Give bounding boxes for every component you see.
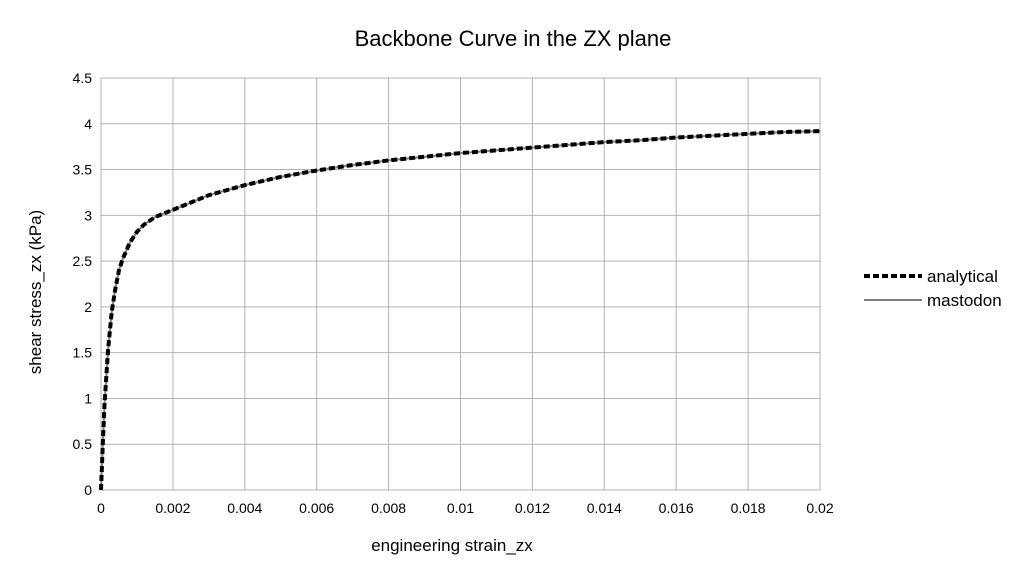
chart-title: Backbone Curve in the ZX plane (355, 26, 672, 51)
x-tick-label: 0 (97, 500, 105, 516)
y-axis-ticks: 0 0.5 1 1.5 2 2.5 3 3.5 4 4.5 (73, 70, 93, 498)
x-tick-label: 0.006 (299, 500, 334, 516)
legend-item-mastodon: mastodon (864, 291, 1002, 310)
y-tick-label: 4.5 (73, 70, 93, 86)
y-tick-label: 3 (84, 207, 92, 223)
y-tick-label: 1.5 (73, 345, 93, 361)
x-tick-label: 0.02 (806, 500, 833, 516)
y-tick-label: 0 (84, 482, 92, 498)
x-axis-ticks: 0 0.002 0.004 0.006 0.008 0.01 0.012 0.014 0.016… (97, 500, 834, 516)
y-tick-label: 2.5 (73, 253, 93, 269)
x-tick-label: 0.014 (587, 500, 622, 516)
x-tick-label: 0.004 (227, 500, 262, 516)
legend-label-mastodon: mastodon (927, 291, 1002, 310)
series-line-analytical (99, 129, 821, 491)
x-tick-label: 0.01 (447, 500, 474, 516)
x-tick-label: 0.016 (659, 500, 694, 516)
plot-area-border (100, 77, 821, 491)
legend-label-analytical: analytical (927, 267, 998, 286)
y-tick-label: 3.5 (73, 162, 93, 178)
x-tick-label: 0.002 (155, 500, 190, 516)
x-axis-label: engineering strain_zx (371, 536, 533, 555)
x-tick-label: 0.018 (731, 500, 766, 516)
legend-item-analytical: analytical (864, 267, 998, 286)
y-tick-label: 2 (84, 299, 92, 315)
y-tick-label: 4 (84, 116, 92, 132)
series-lines (99, 129, 821, 491)
y-tick-label: 0.5 (73, 436, 93, 452)
x-tick-label: 0.012 (515, 500, 550, 516)
y-tick-label: 1 (84, 390, 92, 406)
x-tick-label: 0.008 (371, 500, 406, 516)
legend: analytical mastodon (864, 267, 1002, 310)
y-axis-label: shear stress_zx (kPa) (26, 210, 45, 374)
